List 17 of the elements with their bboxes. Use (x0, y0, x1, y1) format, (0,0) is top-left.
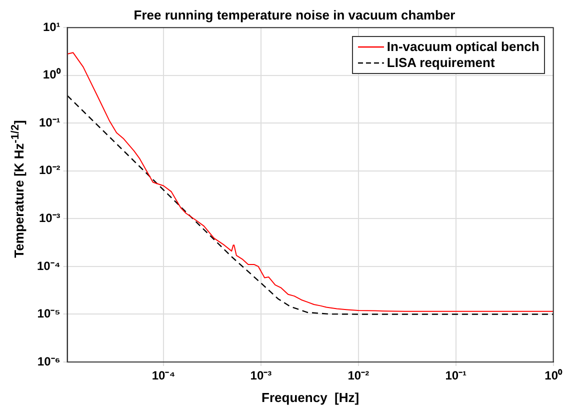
y-tick-label: 10⁻³ (38, 211, 60, 225)
legend-label: In-vacuum optical bench (386, 38, 540, 55)
y-tick-label: 10⁻² (38, 163, 60, 178)
y-tick-label: 10⁰ (42, 68, 62, 82)
legend-label: LISA requirement (386, 54, 495, 71)
y-tick-label: 10⁻⁴ (36, 258, 60, 273)
y-tick-label: 10⁻⁵ (37, 306, 60, 321)
y-tick-label: 10¹ (42, 20, 60, 34)
y-tick-label: 10⁻¹ (38, 115, 60, 130)
x-tick-label: 10⁰ (544, 368, 563, 383)
x-tick-label: 10⁻² (348, 368, 370, 383)
x-tick-label: 10⁻¹ (445, 368, 467, 383)
chart-title: Free running temperature noise in vacuum chamber (134, 7, 456, 22)
x-tick-label: 10⁻⁴ (152, 368, 176, 383)
x-axis-title: Frequency [Hz] (262, 390, 360, 405)
x-tick-label: 10⁻³ (250, 368, 272, 383)
y-tick-label: 10⁻⁶ (37, 354, 60, 368)
